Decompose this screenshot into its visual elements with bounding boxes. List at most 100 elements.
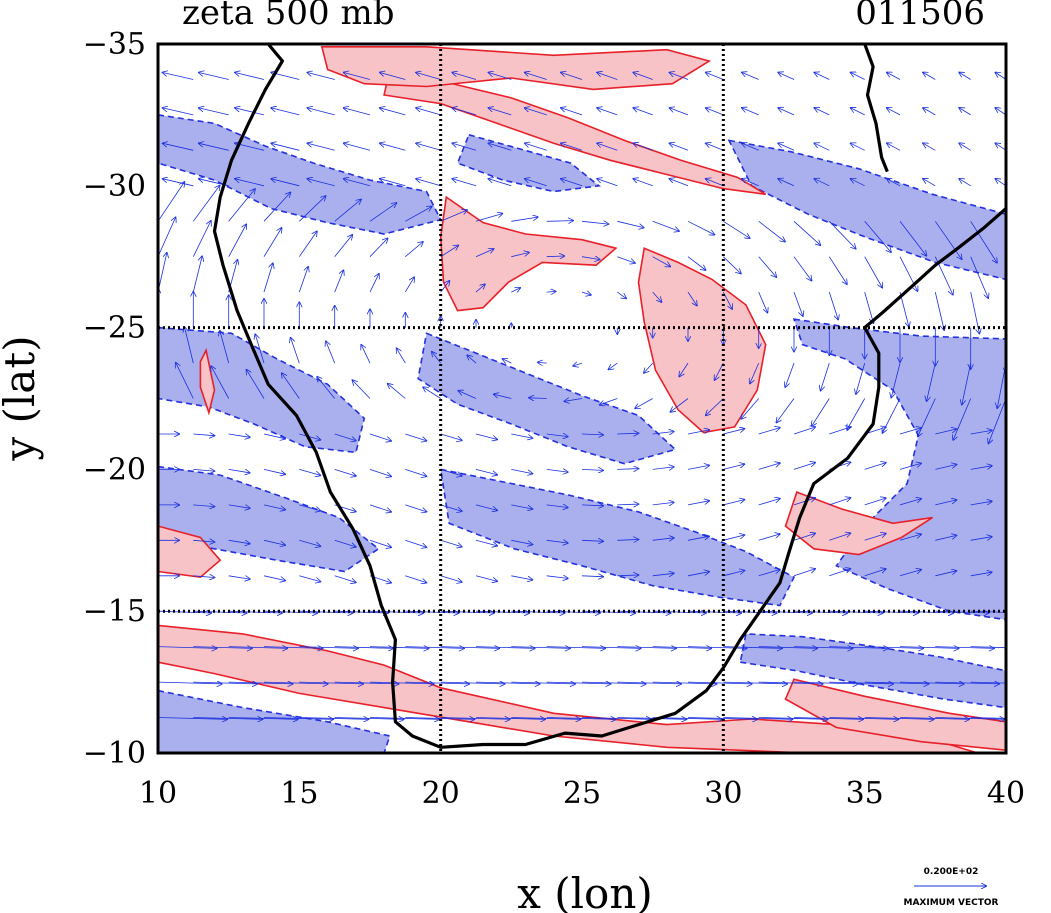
- wind-vector: [723, 464, 744, 470]
- wind-vector: [326, 341, 336, 364]
- wind-vector: [397, 348, 406, 364]
- max-vector-title: MAXIMUM VECTOR: [903, 898, 998, 908]
- wind-vector: [778, 179, 795, 187]
- wind-vector: [1005, 539, 1006, 541]
- wind-vector: [369, 539, 391, 547]
- wind-vector: [423, 387, 441, 399]
- positive-region-small-west-lobe: [199, 347, 216, 416]
- wind-vector: [308, 108, 335, 116]
- wind-vector: [475, 575, 497, 581]
- wind-vector: [440, 504, 462, 511]
- wind-vector: [334, 539, 356, 547]
- wind-vector: [271, 143, 300, 151]
- wind-vector: [193, 434, 214, 436]
- wind-vector: [193, 540, 214, 542]
- y-tick-label: −35: [83, 27, 146, 62]
- wind-vector: [440, 575, 462, 582]
- wind-vector: [793, 221, 820, 245]
- wind-vector: [163, 143, 194, 151]
- grid-lines: [158, 44, 1006, 753]
- wind-vector: [511, 611, 564, 613]
- wind-vector: [793, 256, 812, 281]
- negative-region-north-west-band: [158, 114, 442, 235]
- wind-vector: [529, 398, 547, 399]
- wind-vector: [793, 498, 815, 506]
- wind-vector: [706, 179, 724, 187]
- wind-vector: [706, 108, 724, 116]
- wind-vector: [299, 196, 325, 222]
- wind-vector: [633, 143, 653, 151]
- wind-vector: [996, 73, 1006, 80]
- wind-vector: [228, 682, 293, 684]
- wind-vector: [163, 179, 194, 187]
- wind-vector: [758, 682, 823, 684]
- coastline-lake: [863, 44, 889, 173]
- wind-vector: [793, 463, 815, 470]
- wind-vector: [404, 277, 414, 293]
- wind-vector: [334, 682, 399, 684]
- wind-vector: [163, 73, 194, 80]
- wind-vector: [344, 73, 371, 80]
- wind-vector: [489, 108, 512, 116]
- wind-vector: [271, 179, 300, 187]
- wind-vector: [687, 501, 709, 506]
- wind-vector: [652, 573, 674, 576]
- positive-region-south-east-band: [784, 678, 1006, 752]
- wind-vector: [935, 465, 956, 470]
- wind-vector: [996, 179, 1006, 187]
- wind-vector: [723, 682, 787, 684]
- wind-vector: [670, 108, 689, 116]
- wind-vector: [228, 434, 250, 437]
- wind-vector: [299, 575, 320, 582]
- wind-vector: [670, 179, 689, 187]
- wind-vector: [899, 221, 926, 255]
- wind-vector: [235, 179, 265, 187]
- wind-vector: [489, 73, 512, 80]
- wind-vector: [546, 576, 568, 579]
- wind-vector: [158, 218, 176, 257]
- wind-vector: [778, 73, 795, 80]
- wind-vector: [1005, 221, 1006, 223]
- wind-vector: [723, 500, 744, 506]
- wind-vector: [970, 681, 1006, 684]
- wind-vector: [864, 463, 886, 470]
- wind-vector: [511, 539, 532, 544]
- wind-vector: [617, 291, 626, 298]
- wind-vector: [851, 179, 865, 187]
- wind-vector: [935, 500, 956, 506]
- wind-vector: [899, 499, 921, 506]
- plot-area: [158, 44, 1006, 753]
- wind-vector: [228, 505, 250, 508]
- wind-vector: [970, 430, 992, 435]
- x-axis-ticks: 10 15 20 25 30 35 40: [139, 776, 1025, 811]
- wind-vector: [369, 469, 391, 476]
- wind-vector: [778, 108, 795, 116]
- wind-vector: [959, 73, 971, 80]
- x-tick-label: 30: [704, 776, 742, 811]
- wind-vector: [996, 108, 1006, 116]
- wind-vector: [887, 143, 901, 151]
- wind-vector: [793, 682, 858, 684]
- wind-vector: [298, 232, 317, 257]
- wind-vector: [652, 467, 674, 470]
- wind-vector: [546, 291, 556, 292]
- wind-vector: [361, 345, 371, 364]
- wind-vector: [581, 292, 591, 295]
- wind-vector: [405, 682, 469, 684]
- wind-vector: [934, 221, 961, 259]
- wind-vector: [489, 143, 512, 151]
- wind-vector: [829, 498, 850, 506]
- wind-vector: [263, 228, 282, 257]
- wind-vector: [380, 179, 406, 187]
- wind-vector: [617, 540, 638, 541]
- wind-vector: [158, 397, 159, 399]
- wind-vector: [158, 647, 216, 649]
- wind-vector: [742, 108, 759, 116]
- wind-vector: [723, 535, 744, 541]
- wind-vector: [581, 540, 603, 541]
- wind-vector: [793, 569, 815, 577]
- wind-vector: [581, 257, 600, 260]
- wind-vector: [263, 539, 285, 545]
- wind-vector: [899, 256, 918, 291]
- wind-vector: [317, 377, 336, 399]
